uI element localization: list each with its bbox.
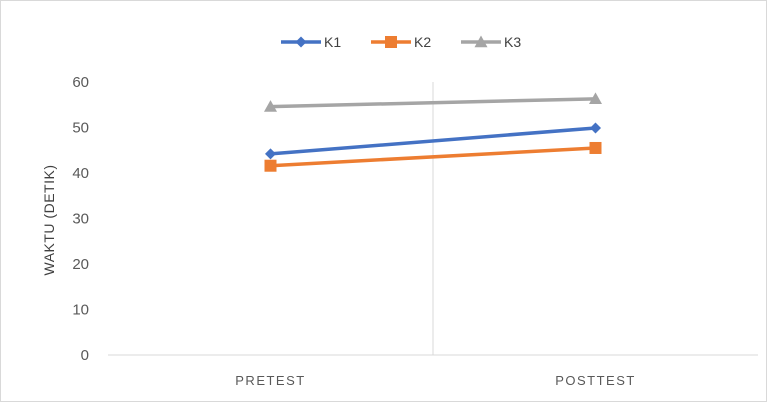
data-point xyxy=(589,92,602,105)
legend-item: K2 xyxy=(371,34,431,50)
legend-item: K1 xyxy=(281,34,341,50)
data-point xyxy=(264,100,277,112)
x-tick-label: PRETEST xyxy=(235,373,305,388)
series-k1 xyxy=(265,122,601,160)
y-tick-label: 0 xyxy=(81,347,89,364)
y-axis-ticks: 0 10 20 30 40 50 60 xyxy=(72,74,89,364)
series-line xyxy=(270,126,596,156)
axes xyxy=(108,82,758,356)
y-tick-label: 30 xyxy=(72,211,89,228)
y-tick-label: 40 xyxy=(72,165,89,182)
y-tick-label: 20 xyxy=(72,256,89,273)
y-tick-label: 10 xyxy=(72,302,89,319)
legend-marker xyxy=(385,36,397,48)
legend-marker xyxy=(295,36,307,48)
data-point xyxy=(589,141,602,154)
y-tick-label: 60 xyxy=(72,74,89,91)
x-axis-ticks: PRETEST POSTTEST xyxy=(235,373,636,388)
y-axis-title: WAKTU (DETIK) xyxy=(41,165,57,276)
data-point xyxy=(590,122,601,134)
legend-marker xyxy=(474,35,488,48)
legend-label: K1 xyxy=(324,34,341,50)
series-line xyxy=(270,146,596,168)
series-k2 xyxy=(264,141,602,172)
y-tick-label: 50 xyxy=(72,120,89,137)
data-point xyxy=(264,159,277,172)
legend-label: K2 xyxy=(414,34,431,50)
data-point xyxy=(265,148,276,160)
series-k3 xyxy=(264,92,602,112)
legend-item: K3 xyxy=(461,34,521,50)
x-tick-label: POSTTEST xyxy=(555,373,636,388)
series-line xyxy=(270,97,596,109)
legend-label: K3 xyxy=(504,34,521,50)
legend: K1 K2 K3 xyxy=(281,34,521,50)
series-group xyxy=(264,92,602,172)
